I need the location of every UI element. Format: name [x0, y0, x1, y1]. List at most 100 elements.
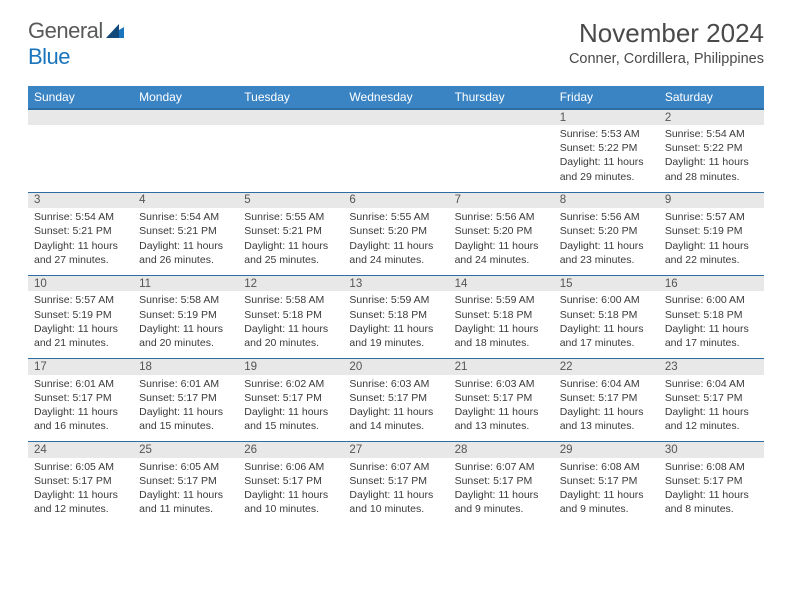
day-info-line: and 19 minutes. [349, 336, 442, 350]
day-info-line: Daylight: 11 hours [560, 239, 653, 253]
day-info-line: Daylight: 11 hours [560, 488, 653, 502]
day-info-line: Sunset: 5:20 PM [349, 224, 442, 238]
day-number-cell: 18 [133, 359, 238, 375]
day-info-line: Daylight: 11 hours [665, 155, 758, 169]
logo-part1: General [28, 18, 103, 43]
weekday-header: Saturday [659, 86, 764, 109]
day-info-line: Daylight: 11 hours [244, 405, 337, 419]
day-data-row: Sunrise: 5:54 AMSunset: 5:21 PMDaylight:… [28, 208, 764, 275]
weekday-header-row: Sunday Monday Tuesday Wednesday Thursday… [28, 86, 764, 109]
day-number-row: 3456789 [28, 192, 764, 208]
day-number-cell: 21 [449, 359, 554, 375]
day-data-cell: Sunrise: 5:54 AMSunset: 5:21 PMDaylight:… [28, 208, 133, 275]
day-number-cell: 13 [343, 275, 448, 291]
day-info-line: Sunset: 5:18 PM [665, 308, 758, 322]
weekday-header: Thursday [449, 86, 554, 109]
day-number-cell: 27 [343, 442, 448, 458]
day-data-cell [449, 125, 554, 192]
day-info-line: Sunrise: 5:58 AM [244, 293, 337, 307]
day-number-row: 12 [28, 109, 764, 125]
day-info-line: Daylight: 11 hours [560, 155, 653, 169]
day-info-line: Daylight: 11 hours [34, 322, 127, 336]
day-info-line: Sunrise: 6:01 AM [34, 377, 127, 391]
day-data-cell: Sunrise: 6:00 AMSunset: 5:18 PMDaylight:… [554, 291, 659, 358]
day-info-line: Sunrise: 5:56 AM [455, 210, 548, 224]
day-info-line: and 9 minutes. [560, 502, 653, 516]
day-data-cell: Sunrise: 6:08 AMSunset: 5:17 PMDaylight:… [659, 458, 764, 525]
day-data-cell: Sunrise: 6:05 AMSunset: 5:17 PMDaylight:… [28, 458, 133, 525]
day-data-cell: Sunrise: 5:54 AMSunset: 5:22 PMDaylight:… [659, 125, 764, 192]
weekday-header: Tuesday [238, 86, 343, 109]
day-info-line: Sunset: 5:22 PM [665, 141, 758, 155]
day-number-cell: 24 [28, 442, 133, 458]
day-info-line: and 22 minutes. [665, 253, 758, 267]
day-data-cell: Sunrise: 6:00 AMSunset: 5:18 PMDaylight:… [659, 291, 764, 358]
day-number-row: 10111213141516 [28, 275, 764, 291]
day-number-cell [28, 109, 133, 125]
day-info-line: Sunset: 5:17 PM [665, 391, 758, 405]
day-info-line: Sunrise: 6:02 AM [244, 377, 337, 391]
day-info-line: Daylight: 11 hours [560, 322, 653, 336]
calendar-body: 12Sunrise: 5:53 AMSunset: 5:22 PMDayligh… [28, 109, 764, 524]
day-data-cell: Sunrise: 6:03 AMSunset: 5:17 PMDaylight:… [343, 375, 448, 442]
day-info-line: Sunrise: 6:04 AM [560, 377, 653, 391]
day-info-line: Daylight: 11 hours [34, 405, 127, 419]
day-number-cell [449, 109, 554, 125]
day-info-line: and 24 minutes. [349, 253, 442, 267]
day-info-line: and 13 minutes. [455, 419, 548, 433]
day-info-line: Sunset: 5:21 PM [139, 224, 232, 238]
day-info-line: Sunset: 5:18 PM [244, 308, 337, 322]
day-info-line: and 20 minutes. [139, 336, 232, 350]
day-data-cell: Sunrise: 6:02 AMSunset: 5:17 PMDaylight:… [238, 375, 343, 442]
day-number-cell [133, 109, 238, 125]
day-data-cell: Sunrise: 6:03 AMSunset: 5:17 PMDaylight:… [449, 375, 554, 442]
day-number-cell: 5 [238, 192, 343, 208]
day-data-cell: Sunrise: 6:07 AMSunset: 5:17 PMDaylight:… [343, 458, 448, 525]
day-info-line: Daylight: 11 hours [665, 488, 758, 502]
day-info-line: Sunset: 5:17 PM [560, 474, 653, 488]
day-number-cell: 15 [554, 275, 659, 291]
day-data-cell: Sunrise: 5:55 AMSunset: 5:21 PMDaylight:… [238, 208, 343, 275]
day-number-cell: 8 [554, 192, 659, 208]
weekday-header: Wednesday [343, 86, 448, 109]
day-number-cell: 7 [449, 192, 554, 208]
day-info-line: Sunrise: 5:58 AM [139, 293, 232, 307]
location-text: Conner, Cordillera, Philippines [569, 51, 764, 67]
day-number-cell: 4 [133, 192, 238, 208]
day-data-cell [343, 125, 448, 192]
day-info-line: Sunset: 5:21 PM [34, 224, 127, 238]
day-info-line: and 17 minutes. [560, 336, 653, 350]
day-info-line: and 12 minutes. [34, 502, 127, 516]
day-info-line: Sunset: 5:17 PM [139, 474, 232, 488]
day-number-cell: 2 [659, 109, 764, 125]
day-number-row: 17181920212223 [28, 359, 764, 375]
day-info-line: Sunrise: 6:07 AM [455, 460, 548, 474]
header-region: General Blue November 2024 Conner, Cordi… [28, 18, 764, 70]
day-data-row: Sunrise: 5:53 AMSunset: 5:22 PMDaylight:… [28, 125, 764, 192]
day-info-line: Sunset: 5:19 PM [139, 308, 232, 322]
day-number-cell: 20 [343, 359, 448, 375]
day-number-cell: 26 [238, 442, 343, 458]
day-info-line: Sunset: 5:17 PM [560, 391, 653, 405]
title-block: November 2024 Conner, Cordillera, Philip… [569, 18, 764, 67]
day-info-line: Sunrise: 5:55 AM [349, 210, 442, 224]
day-info-line: and 15 minutes. [139, 419, 232, 433]
day-info-line: Sunset: 5:19 PM [665, 224, 758, 238]
day-data-row: Sunrise: 6:05 AMSunset: 5:17 PMDaylight:… [28, 458, 764, 525]
day-info-line: Sunset: 5:17 PM [244, 391, 337, 405]
day-info-line: Sunset: 5:19 PM [34, 308, 127, 322]
day-info-line: and 23 minutes. [560, 253, 653, 267]
day-info-line: Sunset: 5:17 PM [244, 474, 337, 488]
day-data-cell: Sunrise: 6:04 AMSunset: 5:17 PMDaylight:… [554, 375, 659, 442]
day-info-line: Daylight: 11 hours [349, 488, 442, 502]
day-number-cell: 29 [554, 442, 659, 458]
day-data-row: Sunrise: 6:01 AMSunset: 5:17 PMDaylight:… [28, 375, 764, 442]
day-info-line: Daylight: 11 hours [455, 322, 548, 336]
day-info-line: Sunrise: 5:53 AM [560, 127, 653, 141]
day-data-cell: Sunrise: 5:56 AMSunset: 5:20 PMDaylight:… [554, 208, 659, 275]
day-data-cell: Sunrise: 5:54 AMSunset: 5:21 PMDaylight:… [133, 208, 238, 275]
day-info-line: Sunset: 5:17 PM [349, 391, 442, 405]
day-info-line: Sunrise: 6:06 AM [244, 460, 337, 474]
day-number-cell: 16 [659, 275, 764, 291]
day-number-cell: 12 [238, 275, 343, 291]
